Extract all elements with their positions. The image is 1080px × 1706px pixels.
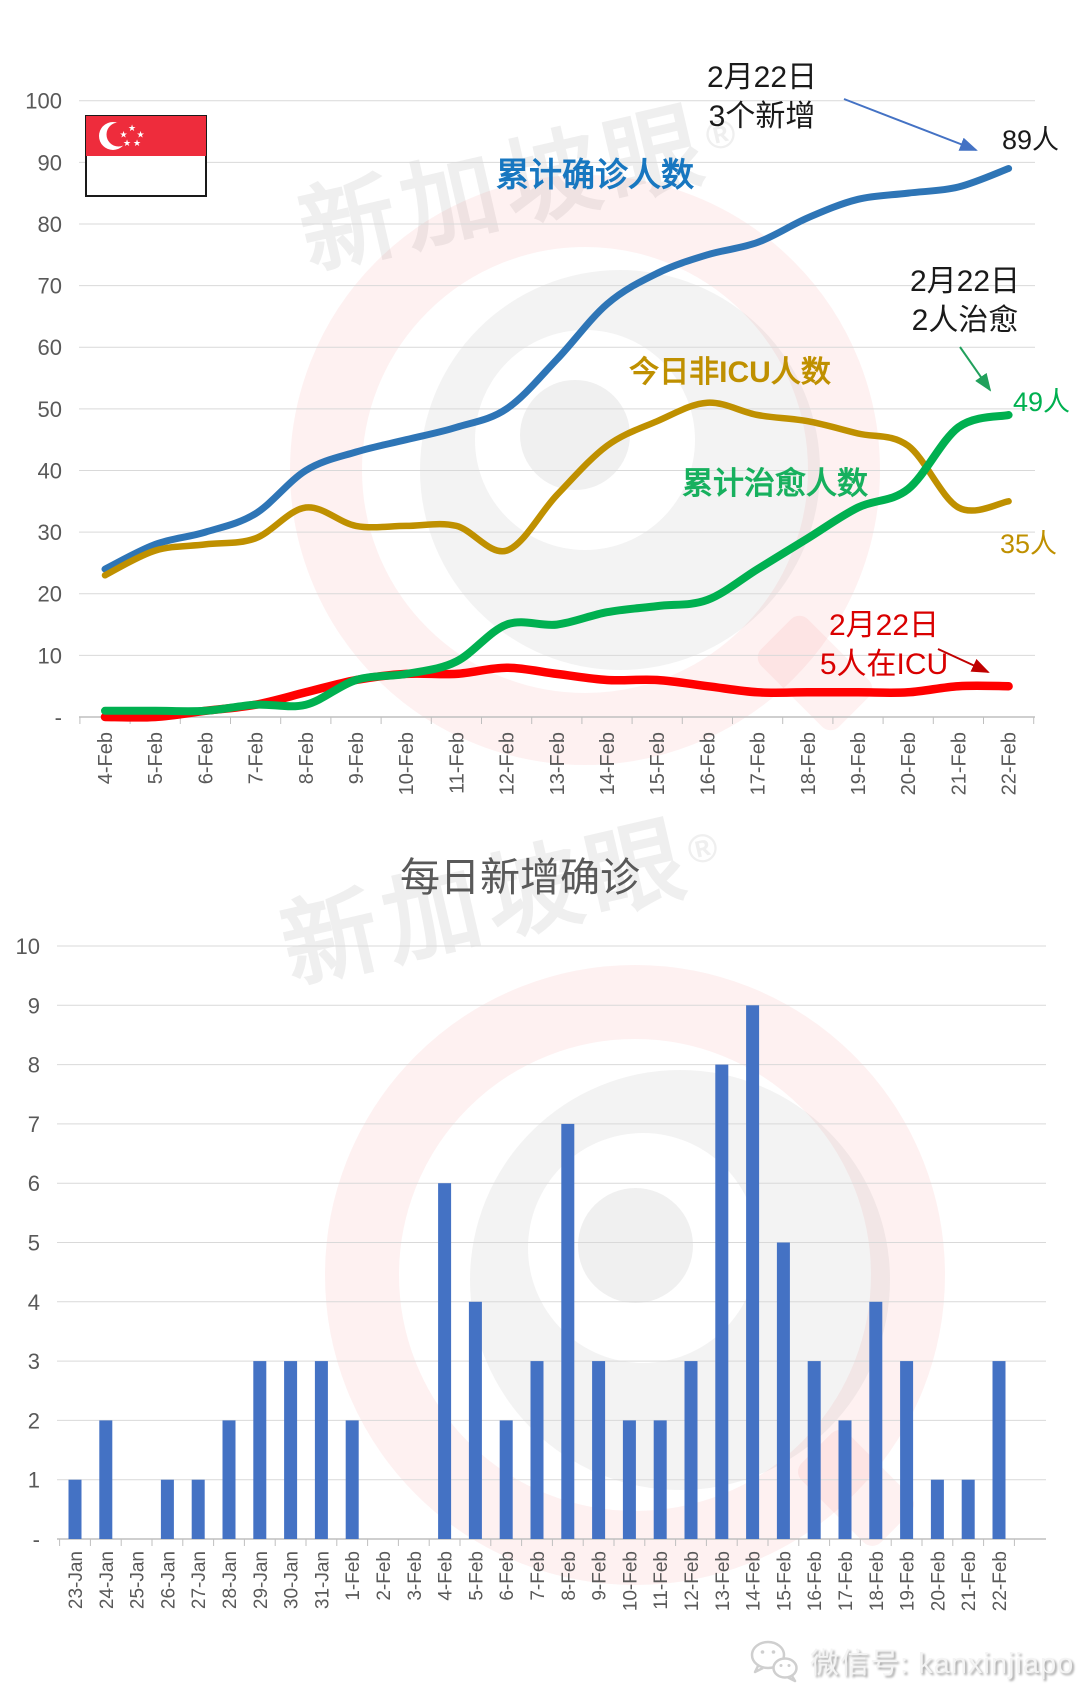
- arrow-cured-icon: [960, 347, 990, 390]
- bottom-chart-title: 每日新增确诊: [0, 845, 1040, 903]
- wechat-id-label: 微信号: kanxinjiapo: [810, 1640, 1074, 1682]
- footer: 微信号: kanxinjiapo: [748, 1639, 1074, 1683]
- infographic-canvas: 新加坡眼® 新加坡眼® -1020304050607080901004-Feb5…: [0, 0, 1080, 1706]
- wechat-icon: [748, 1639, 800, 1683]
- arrow-new-cases-icon: [844, 99, 976, 150]
- arrow-icu-icon: [938, 649, 988, 672]
